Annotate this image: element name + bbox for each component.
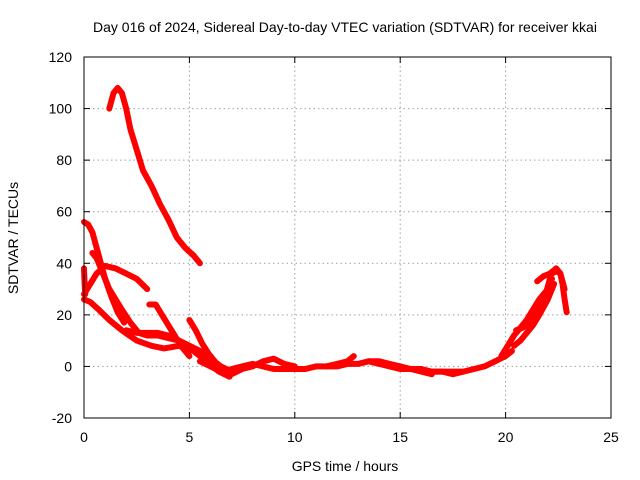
series-arc-6 [123, 327, 214, 360]
x-tick-label: 10 [287, 429, 303, 445]
series-arc-18 [513, 275, 553, 334]
y-tick-label: -20 [52, 410, 72, 426]
series-arc-7 [146, 301, 193, 360]
series-arc-3 [81, 262, 151, 298]
y-tick-label: 0 [64, 358, 72, 374]
y-tick-label: 80 [56, 152, 72, 168]
x-tick-label: 0 [80, 429, 88, 445]
y-tick-label: 120 [49, 49, 73, 65]
series-arc-17 [549, 268, 570, 316]
data-series [81, 84, 570, 380]
series-arc-15 [511, 280, 558, 349]
x-tick-label: 20 [498, 429, 514, 445]
plot-frame [83, 56, 612, 419]
y-tick-label: 20 [56, 307, 72, 323]
y-tick-label: 40 [56, 255, 72, 271]
series-arc-1 [106, 84, 203, 267]
y-tick-label: 100 [49, 101, 73, 117]
chart-title: Day 016 of 2024, Sidereal Day-to-day VTE… [93, 19, 597, 35]
x-tick-label: 15 [392, 429, 408, 445]
x-axis-label: GPS time / hours [292, 458, 399, 474]
axis-ticks: 0 5 10 15 20 25 -20 0 20 40 60 80 100 120 [49, 49, 619, 445]
series-arc-12 [365, 358, 435, 378]
y-axis-label: SDTVAR / TECUs [5, 182, 21, 294]
x-tick-label: 25 [603, 429, 619, 445]
y-tick-label: 60 [56, 204, 72, 220]
grid-lines [84, 57, 611, 418]
x-tick-label: 5 [186, 429, 194, 445]
